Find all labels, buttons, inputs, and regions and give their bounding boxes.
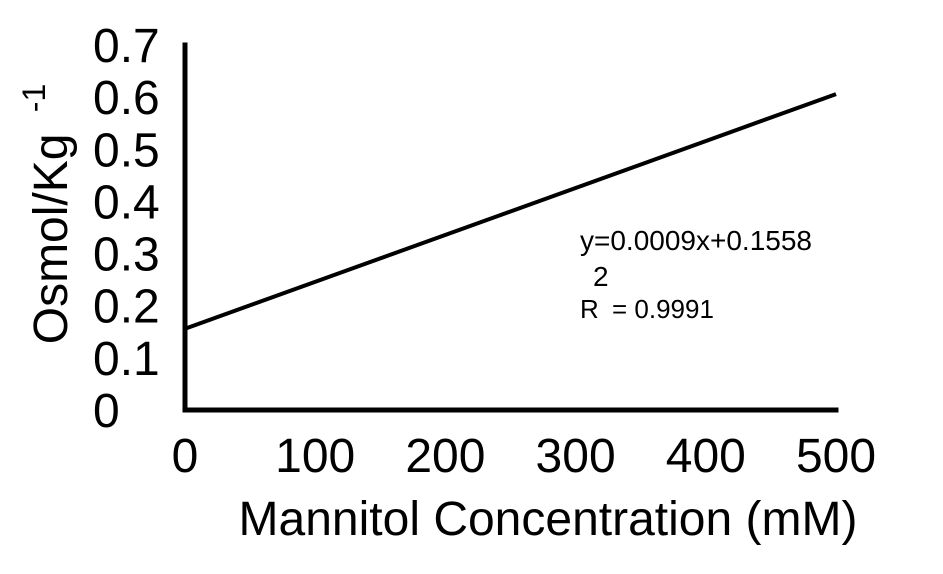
y-tick-label: 0.7 (93, 20, 160, 73)
y-tick-labels: 00.10.20.30.40.50.60.7 (93, 20, 160, 438)
regression-equation: y=0.0009x+0.1558 (580, 225, 812, 256)
x-tick-label: 100 (275, 430, 355, 483)
y-axis-title-main: Osmol/Kg (25, 134, 78, 345)
r-squared-exponent: 2 (593, 261, 609, 292)
x-axis-title: Mannitol Concentration (mM) (239, 493, 858, 546)
r-squared-prefix: R (580, 294, 599, 324)
y-axis-title: Osmol/Kg -1 (16, 84, 78, 345)
x-tick-label: 300 (536, 430, 616, 483)
y-axis-title-exponent: -1 (16, 84, 52, 112)
y-tick-label: 0.1 (93, 333, 160, 386)
x-tick-labels: 0 100 200 300 400 500 (172, 430, 876, 483)
series-line (184, 92, 837, 331)
r-squared-value: = 0.9991 (612, 294, 714, 324)
x-tick-label: 200 (405, 430, 485, 483)
y-tick-label: 0.6 (93, 72, 160, 125)
y-tick-label: 0.3 (93, 229, 160, 282)
x-tick-label: 400 (666, 430, 746, 483)
y-tick-label: 0.2 (93, 281, 160, 334)
y-tick-label: 0.5 (93, 124, 160, 177)
y-tick-label: 0 (93, 385, 120, 438)
x-tick-label: 500 (796, 430, 876, 483)
series-group (184, 92, 837, 331)
x-tick-label: 0 (172, 430, 199, 483)
y-tick-label: 0.4 (93, 176, 160, 229)
